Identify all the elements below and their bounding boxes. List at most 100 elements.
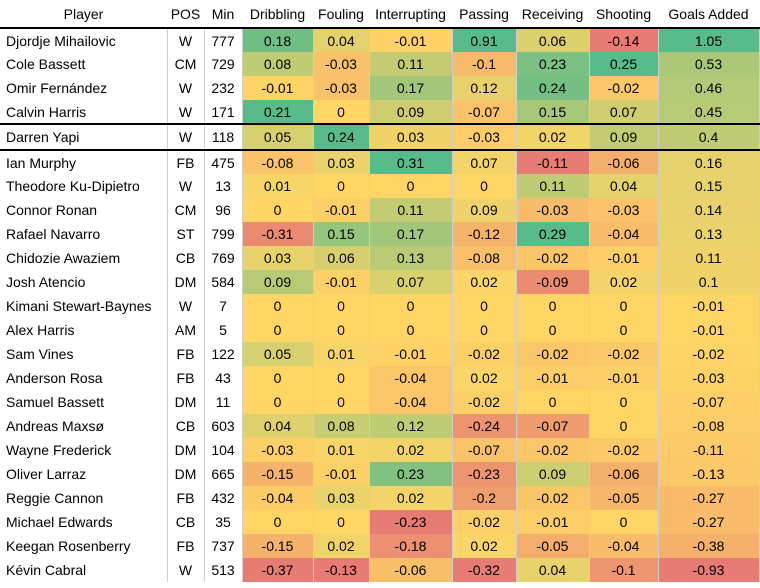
table-row: Keegan Rosenberry FB 737 -0.15 0.02 -0.18 0.02… [0,534,760,558]
pos-cell: W [166,294,205,318]
passing-cell: 0.09 [451,198,517,222]
player-name-cell: Reggie Cannon [0,486,168,510]
table-row: Calvin Harris W 171 0.21 0 0.09 -0.07 0.15 0.07 0… [0,100,760,125]
fouling-cell: 0.01 [312,438,370,462]
receiving-cell: -0.02 [515,246,590,270]
interrupting-cell: -0.18 [368,534,453,558]
passing-cell: -0.02 [451,510,517,534]
passing-cell: -0.32 [451,558,517,582]
player-name-cell: Kimani Stewart-Baynes [0,294,168,318]
goals-added-cell: -0.11 [657,438,760,462]
passing-cell: -0.24 [451,414,517,438]
fouling-cell: -0.01 [312,270,370,294]
dribbling-cell: -0.31 [241,222,314,246]
shooting-cell: -0.05 [588,486,659,510]
player-name-cell: Alex Harris [0,318,168,342]
interrupting-cell: 0.12 [368,414,453,438]
receiving-cell: 0.23 [515,52,590,76]
receiving-cell: -0.01 [515,366,590,390]
header-dribbling: Dribbling [249,5,306,22]
pos-cell: W [166,27,205,52]
player-name-cell: Calvin Harris [0,100,168,125]
interrupting-cell: 0.11 [368,198,453,222]
passing-cell: -0.03 [451,123,517,151]
table-row: Kévin Cabral W 513 -0.37 -0.13 -0.06 -0.32 0.04… [0,558,760,582]
fouling-cell: -0.13 [312,558,370,582]
pos-cell: DM [166,438,205,462]
shooting-cell: -0.04 [588,534,659,558]
min-cell: 665 [203,462,243,486]
shooting-cell: -0.03 [588,198,659,222]
header-pos: POS [170,5,201,22]
goals-added-cell: 0.15 [657,174,760,198]
fouling-cell: 0 [312,174,370,198]
min-cell: 584 [203,270,243,294]
min-cell: 43 [203,366,243,390]
table-row: Djordje Mihailovic W 777 0.18 0.04 -0.01 0.91 0… [0,27,760,52]
pos-cell: CB [166,246,205,270]
dribbling-cell: 0 [241,510,314,534]
passing-cell: 0.91 [451,27,517,52]
shooting-cell: 0 [588,414,659,438]
min-cell: 603 [203,414,243,438]
pos-cell: W [166,174,205,198]
passing-cell: -0.07 [451,100,517,125]
passing-cell: 0.02 [451,366,517,390]
table-row: Oliver Larraz DM 665 -0.15 -0.01 0.23 -0.23 0.0… [0,462,760,486]
player-name-cell: Connor Ronan [0,198,168,222]
goals-added-cell: 0.1 [657,270,760,294]
player-name-cell: Theodore Ku-Dipietro [0,174,168,198]
receiving-cell: 0 [515,294,590,318]
interrupting-cell: 0.03 [368,123,453,151]
fouling-cell: 0 [312,294,370,318]
min-cell: 513 [203,558,243,582]
header-shooting: Shooting [595,5,652,22]
dribbling-cell: 0.05 [241,342,314,366]
player-name-cell: Josh Atencio [0,270,168,294]
passing-cell: 0.12 [451,76,517,100]
shooting-cell: -0.04 [588,222,659,246]
pos-cell: FB [166,150,205,174]
table-row: Wayne Frederick DM 104 -0.03 0.01 0.02 -0.07 -0… [0,438,760,462]
pos-cell: W [166,76,205,100]
min-cell: 475 [203,150,243,174]
player-name-cell: Ian Murphy [0,150,168,174]
table-row: Darren Yapi W 118 0.05 0.24 0.03 -0.03 0.02 0.09… [0,123,760,151]
passing-cell: 0 [451,294,517,318]
receiving-cell: -0.02 [515,342,590,366]
pos-cell: FB [166,486,205,510]
interrupting-cell: 0 [368,294,453,318]
header-row: Player POS Min Dribbling Fouling Interru… [0,0,759,28]
goals-added-cell: -0.27 [657,510,760,534]
goals-added-cell: 0.4 [657,123,760,151]
interrupting-cell: 0.17 [368,76,453,100]
dribbling-cell: -0.01 [241,76,314,100]
interrupting-cell: -0.04 [368,390,453,414]
pos-cell: CM [166,198,205,222]
receiving-cell: 0.15 [515,100,590,125]
player-name-cell: Chidozie Awaziem [0,246,168,270]
goals-added-cell: -0.93 [657,558,760,582]
receiving-cell: 0.04 [515,558,590,582]
player-name-cell: Keegan Rosenberry [0,534,168,558]
goals-added-cell: -0.07 [657,390,760,414]
goals-added-cell: 0.11 [657,246,760,270]
fouling-cell: -0.03 [312,76,370,100]
receiving-cell: -0.05 [515,534,590,558]
pos-cell: DM [166,270,205,294]
min-cell: 122 [203,342,243,366]
header-min: Min [211,5,235,22]
shooting-cell: 0 [588,294,659,318]
shooting-cell: -0.06 [588,462,659,486]
passing-cell: 0.02 [451,534,517,558]
shooting-cell: 0.02 [588,270,659,294]
dribbling-cell: -0.37 [241,558,314,582]
player-name-cell: Anderson Rosa [0,366,168,390]
receiving-cell: 0.06 [515,27,590,52]
fouling-cell: 0 [312,100,370,125]
shooting-cell: -0.02 [588,76,659,100]
min-cell: 5 [203,318,243,342]
dribbling-cell: -0.04 [241,486,314,510]
